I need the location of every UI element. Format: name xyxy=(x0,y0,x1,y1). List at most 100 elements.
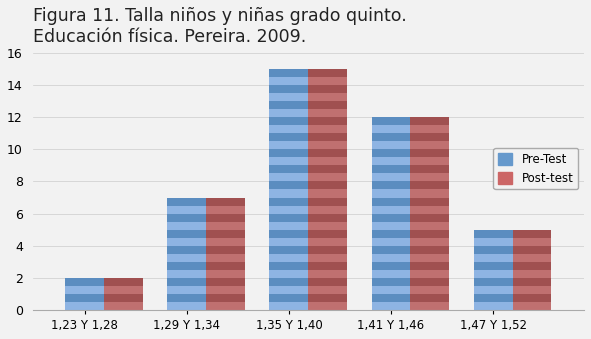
Bar xyxy=(372,149,410,157)
Bar xyxy=(474,238,512,246)
Bar xyxy=(512,246,551,254)
Bar xyxy=(309,270,347,278)
Bar xyxy=(206,205,245,214)
Bar xyxy=(206,302,245,310)
Bar xyxy=(65,302,104,310)
Bar xyxy=(309,294,347,302)
Bar xyxy=(269,101,309,109)
Bar xyxy=(410,133,449,141)
Bar xyxy=(167,230,206,238)
Bar xyxy=(410,165,449,174)
Bar xyxy=(309,254,347,262)
Bar xyxy=(474,246,512,254)
Bar xyxy=(474,262,512,270)
Bar xyxy=(512,254,551,262)
Bar xyxy=(372,302,410,310)
Bar xyxy=(309,149,347,157)
Bar xyxy=(309,230,347,238)
Bar xyxy=(372,190,410,198)
Bar xyxy=(269,117,309,125)
Bar xyxy=(65,294,104,302)
Bar xyxy=(474,294,512,302)
Bar xyxy=(410,278,449,286)
Bar xyxy=(269,222,309,230)
Bar xyxy=(410,181,449,190)
Bar xyxy=(104,278,143,286)
Bar xyxy=(65,278,104,286)
Bar xyxy=(104,286,143,294)
Bar xyxy=(410,246,449,254)
Bar xyxy=(410,125,449,133)
Bar xyxy=(372,205,410,214)
Text: Figura 11. Talla niños y niñas grado quinto.
Educación física. Pereira. 2009.: Figura 11. Talla niños y niñas grado qui… xyxy=(33,7,406,46)
Bar xyxy=(474,230,512,238)
Bar xyxy=(372,214,410,222)
Bar xyxy=(269,302,309,310)
Bar xyxy=(206,278,245,286)
Bar xyxy=(410,149,449,157)
Bar xyxy=(167,254,206,262)
Bar xyxy=(269,125,309,133)
Bar xyxy=(167,222,206,230)
Bar xyxy=(372,174,410,181)
Bar xyxy=(372,117,410,125)
Bar xyxy=(309,302,347,310)
Bar xyxy=(269,230,309,238)
Bar xyxy=(474,270,512,278)
Bar xyxy=(269,254,309,262)
Bar xyxy=(372,198,410,205)
Bar xyxy=(309,222,347,230)
Bar xyxy=(206,246,245,254)
Bar xyxy=(512,278,551,286)
Bar xyxy=(309,165,347,174)
Bar xyxy=(269,149,309,157)
Bar xyxy=(269,174,309,181)
Bar xyxy=(410,230,449,238)
Bar xyxy=(206,230,245,238)
Bar xyxy=(309,101,347,109)
Bar xyxy=(512,262,551,270)
Bar xyxy=(372,230,410,238)
Bar xyxy=(309,133,347,141)
Bar xyxy=(410,117,449,125)
Legend: Pre-Test, Post-test: Pre-Test, Post-test xyxy=(493,148,578,189)
Bar xyxy=(167,198,206,205)
Bar xyxy=(167,278,206,286)
Bar xyxy=(167,302,206,310)
Bar xyxy=(309,190,347,198)
Bar xyxy=(269,294,309,302)
Bar xyxy=(206,286,245,294)
Bar xyxy=(269,278,309,286)
Bar xyxy=(410,238,449,246)
Bar xyxy=(206,222,245,230)
Bar xyxy=(206,238,245,246)
Bar xyxy=(309,109,347,117)
Bar xyxy=(372,165,410,174)
Bar xyxy=(65,286,104,294)
Bar xyxy=(372,246,410,254)
Bar xyxy=(410,214,449,222)
Bar xyxy=(372,157,410,165)
Bar xyxy=(309,205,347,214)
Bar xyxy=(269,157,309,165)
Bar xyxy=(269,198,309,205)
Bar xyxy=(269,85,309,93)
Bar xyxy=(372,270,410,278)
Bar xyxy=(372,133,410,141)
Bar xyxy=(309,77,347,85)
Bar xyxy=(410,302,449,310)
Bar xyxy=(309,93,347,101)
Bar xyxy=(269,181,309,190)
Bar xyxy=(269,190,309,198)
Bar xyxy=(269,133,309,141)
Bar xyxy=(206,214,245,222)
Bar xyxy=(512,270,551,278)
Bar xyxy=(269,93,309,101)
Bar xyxy=(167,238,206,246)
Bar xyxy=(410,205,449,214)
Bar xyxy=(206,270,245,278)
Bar xyxy=(372,294,410,302)
Bar xyxy=(309,278,347,286)
Bar xyxy=(269,270,309,278)
Bar xyxy=(269,214,309,222)
